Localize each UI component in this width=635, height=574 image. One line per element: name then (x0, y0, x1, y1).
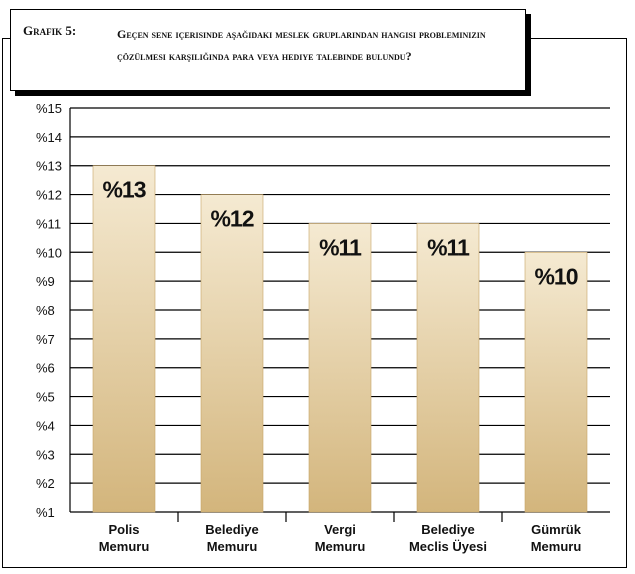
bars (92, 165, 588, 513)
x-axis-labels: Polis Memuru Belediye Memuru Vergi Memuru Bele… (99, 522, 582, 554)
y-tick-label: %5 (36, 390, 55, 405)
bar (416, 223, 480, 513)
y-tick-label: %14 (36, 130, 62, 145)
figure-number: Grafik 5: (23, 23, 77, 38)
y-tick-label: %3 (36, 447, 55, 462)
y-tick-label: %13 (36, 159, 62, 174)
x-category-label: Polis Memuru (99, 522, 150, 554)
y-tick-label: %6 (36, 361, 55, 376)
x-category-label: Belediye Meclis Üyesi (409, 522, 487, 554)
bar (92, 165, 156, 513)
y-tick-label: %4 (36, 418, 55, 433)
x-category-label: Belediye Memuru (205, 522, 258, 554)
chart-question: Geçen sene içerisinde aşağıdaki meslek g… (117, 27, 486, 63)
y-tick-label: %8 (36, 303, 55, 318)
x-category-label: Vergi Memuru (315, 522, 366, 554)
y-tick-label: %12 (36, 188, 62, 203)
y-axis: %1 %2 %3 %4 %5 %6 %7 %8 %9 %10 %11 %12 %13 %14 %15 (36, 101, 503, 522)
data-label: %11 (319, 234, 362, 260)
x-category-label: Gümrük Memuru (531, 522, 582, 554)
data-labels: %13 %12 %11 %11 %10 (102, 177, 578, 290)
bar (524, 251, 588, 513)
data-label: %12 (210, 206, 253, 232)
data-label: %13 (102, 177, 145, 203)
y-tick-label: %2 (36, 476, 55, 491)
y-tick-label: %15 (36, 101, 62, 116)
y-tick-label: %7 (36, 332, 55, 347)
y-tick-label: %10 (36, 245, 62, 260)
y-tick-label: %1 (36, 505, 55, 520)
chart-title-box: Grafik 5: Geçen sene içerisinde aşağıdak… (10, 9, 526, 91)
y-tick-label: %9 (36, 274, 55, 289)
bar (200, 194, 264, 513)
y-tick-label: %11 (36, 216, 61, 231)
bar (308, 223, 372, 513)
data-label: %10 (534, 263, 577, 289)
data-label: %11 (427, 234, 470, 260)
